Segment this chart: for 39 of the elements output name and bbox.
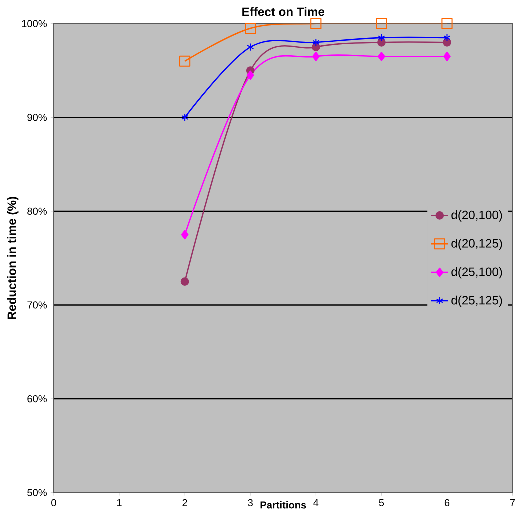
point xyxy=(444,52,451,62)
point xyxy=(312,43,320,52)
point xyxy=(310,18,322,30)
x-tick-label: 0 xyxy=(52,499,56,506)
point xyxy=(312,38,320,47)
point xyxy=(247,43,254,52)
legend-label: d(20,100) xyxy=(452,210,502,222)
x-tick-label: 3 xyxy=(248,499,253,506)
y-tick-label: 90% xyxy=(28,114,48,122)
x-axis-title: Partitions xyxy=(260,501,306,509)
y-tick-label: 80% xyxy=(28,208,48,215)
chart-title: Effect on Time xyxy=(242,7,325,16)
point xyxy=(444,34,451,42)
legend-label: d(20,125) xyxy=(452,238,502,250)
point xyxy=(443,38,452,47)
point xyxy=(376,18,388,30)
x-tick-label: 6 xyxy=(444,499,450,506)
x-tick-label: 2 xyxy=(182,499,188,506)
legend-label: d(25,125) xyxy=(452,296,502,308)
legend-label: d(25,100) xyxy=(452,267,502,279)
x-tick-label: 7 xyxy=(510,499,516,506)
point xyxy=(180,56,191,67)
point xyxy=(378,52,386,62)
point xyxy=(246,70,254,80)
point xyxy=(181,230,189,240)
point xyxy=(378,34,386,42)
point xyxy=(245,22,256,34)
point xyxy=(442,18,453,30)
y-tick-label: 70% xyxy=(28,302,48,309)
y-axis-title: Reduction in time (%) xyxy=(7,197,19,320)
x-tick-label: 4 xyxy=(314,499,319,506)
point xyxy=(181,114,189,122)
x-tick-label: 1 xyxy=(117,499,122,506)
point xyxy=(312,52,320,62)
point xyxy=(180,278,190,286)
y-tick-label: 60% xyxy=(28,395,48,403)
x-tick-label: 5 xyxy=(379,499,384,506)
y-tick-label: 100% xyxy=(22,20,48,28)
y-tick-label: 50% xyxy=(28,489,48,496)
